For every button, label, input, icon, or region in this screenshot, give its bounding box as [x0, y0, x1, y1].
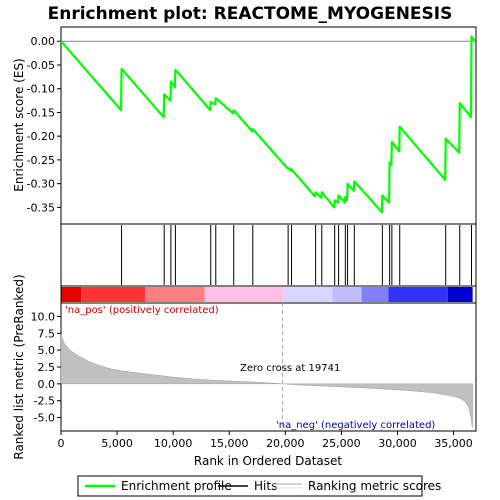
- enrichment-profile-line: [60, 35, 476, 214]
- metric-y-axis-label: Ranked list metric (PreRanked): [12, 274, 26, 459]
- metric-y-tick-label: 2.5: [38, 361, 56, 374]
- color-bar-segment: [81, 287, 146, 302]
- es-y-tick-label: -0.15: [27, 106, 55, 119]
- x-tick-label: 0: [58, 437, 65, 450]
- x-tick-label: 10,000: [154, 437, 193, 450]
- metric-y-tick-label: -5.0: [34, 412, 55, 425]
- color-bar-segment: [447, 287, 473, 302]
- legend-box: [77, 475, 423, 497]
- x-axis: 0 5,000 10,000 15,000 20,000 25,000 30,000 35,0…: [58, 431, 473, 450]
- x-tick-label: 25,000: [322, 437, 361, 450]
- es-y-tick-label: 0.00: [31, 35, 56, 48]
- color-bar-segment: [145, 287, 205, 302]
- hits-panel-frame: [60, 223, 477, 287]
- es-y-tick-label: -0.10: [27, 83, 55, 96]
- metric-panel-frame: [60, 302, 477, 432]
- negative-correlation-label: 'na_neg' (negatively correlated): [276, 420, 435, 431]
- es-y-tick-label: -0.05: [27, 59, 55, 72]
- color-bar-segment: [283, 287, 333, 302]
- positive-correlation-label: 'na_pos' (positively correlated): [65, 305, 219, 316]
- color-bar-segment: [61, 287, 82, 302]
- es-panel-frame: [60, 26, 477, 225]
- metric-y-tick-label: -2.5: [34, 395, 55, 408]
- legend-label: Ranking metric scores: [308, 479, 441, 493]
- legend: Enrichment profile Hits Ranking metric sco…: [85, 479, 441, 493]
- es-y-axis: 0.00 -0.05 -0.10 -0.15 -0.20 -0.25 -0.30 -0.35: [27, 35, 61, 214]
- color-bar-segment: [204, 287, 284, 302]
- es-y-tick-label: -0.30: [27, 178, 55, 191]
- es-y-tick-label: -0.25: [27, 154, 55, 167]
- metric-y-axis: 10.0 7.5 5.0 2.5 0.0 -2.5 -5.0: [31, 310, 61, 425]
- es-y-tick-label: -0.35: [27, 201, 55, 214]
- metric-y-tick-label: 10.0: [31, 310, 56, 323]
- color-bar-segment: [361, 287, 389, 302]
- zero-cross-label: Zero cross at 19741: [240, 363, 340, 374]
- metric-y-tick-label: 0.0: [38, 378, 56, 391]
- legend-label: Enrichment profile: [121, 479, 232, 493]
- ranking-color-bar: [61, 287, 473, 302]
- color-bar-segment: [332, 287, 362, 302]
- x-tick-label: 5,000: [101, 437, 133, 450]
- metric-area-group: [60, 303, 473, 431]
- x-tick-label: 20,000: [266, 437, 305, 450]
- hits-group: [121, 225, 473, 285]
- metric-y-tick-label: 7.5: [38, 327, 56, 340]
- metric-y-tick-label: 5.0: [38, 344, 56, 357]
- x-tick-label: 35,000: [434, 437, 473, 450]
- es-y-tick-label: -0.20: [27, 130, 55, 143]
- color-bar-segment: [388, 287, 448, 302]
- chart-title: Enrichment plot: REACTOME_MYOGENESIS: [48, 4, 453, 24]
- x-tick-label: 15,000: [210, 437, 249, 450]
- es-curve-group: [60, 35, 476, 214]
- x-tick-label: 30,000: [378, 437, 417, 450]
- legend-label: Hits: [254, 479, 277, 493]
- es-y-axis-label: Enrichment score (ES): [12, 58, 26, 191]
- x-axis-label: Rank in Ordered Dataset: [194, 454, 342, 468]
